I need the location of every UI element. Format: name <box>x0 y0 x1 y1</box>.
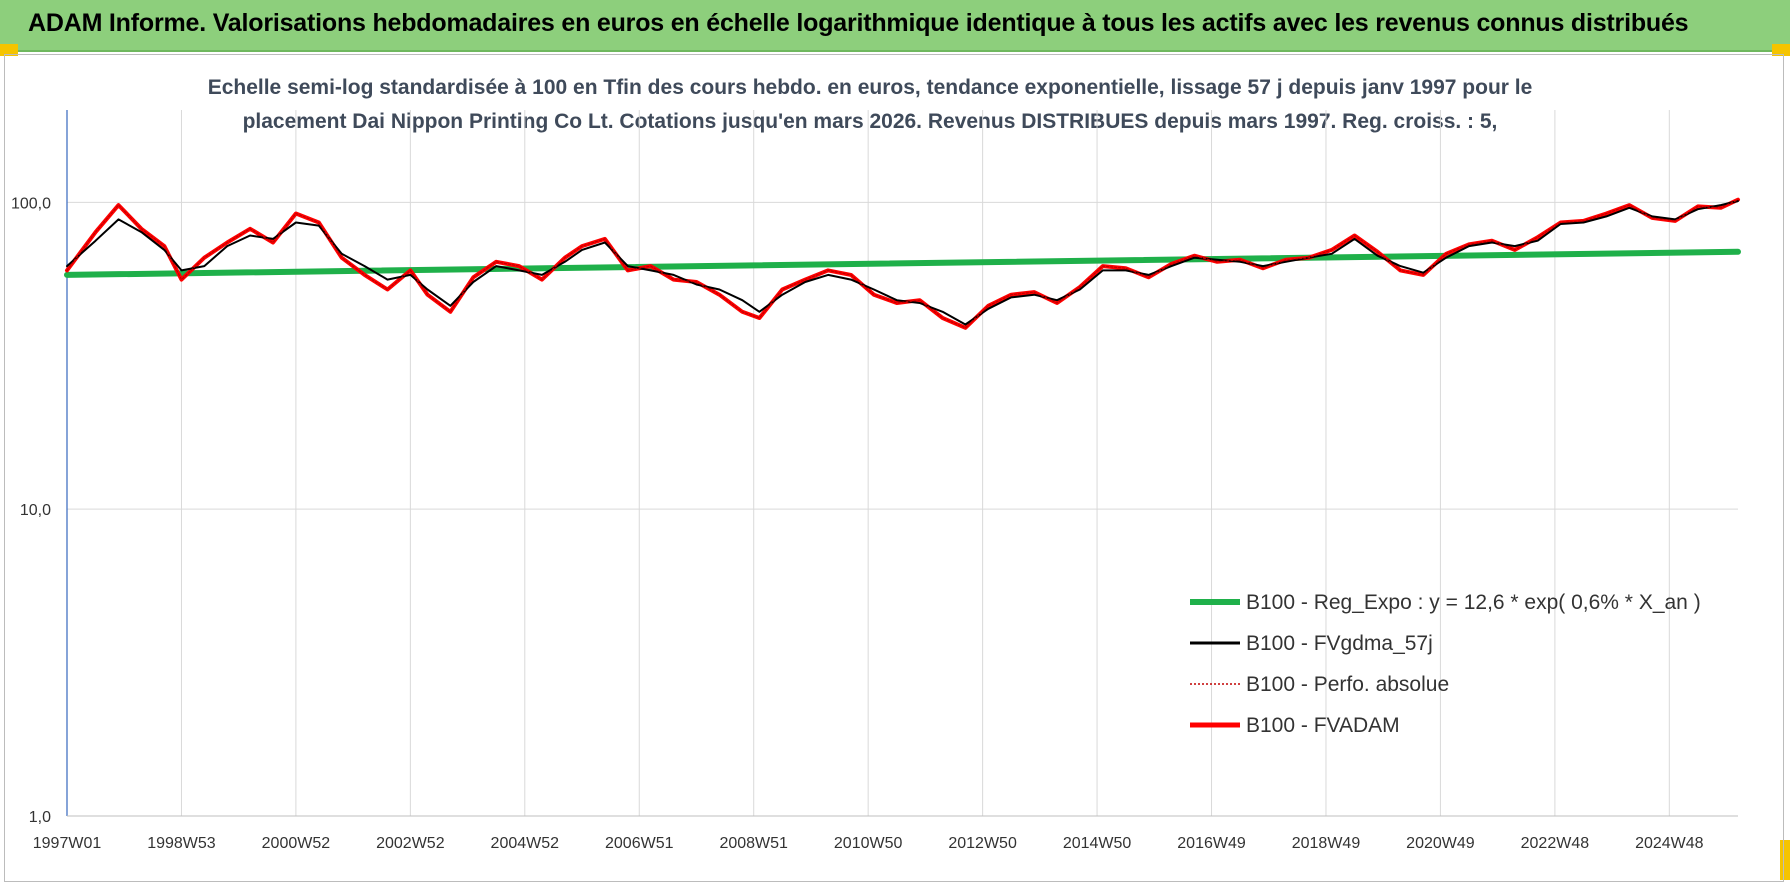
plot-area-frame <box>4 54 1784 882</box>
y-tick-label: 100,0 <box>11 195 51 212</box>
x-tick-label: 2018W49 <box>1292 835 1361 852</box>
series-line-3 <box>66 199 1739 329</box>
x-tick-label: 2022W48 <box>1521 835 1590 852</box>
legend-label: B100 - Reg_Expo : y = 12,6 * exp( 0,6% *… <box>1246 591 1701 614</box>
report-title: ADAM Informe. Valorisations hebdomadaire… <box>28 9 1689 37</box>
x-tick-label: 2014W50 <box>1063 835 1132 852</box>
x-tick-label: 2016W49 <box>1177 835 1246 852</box>
x-tick-label: 2020W49 <box>1406 835 1475 852</box>
x-tick-label: 2024W48 <box>1635 835 1704 852</box>
series-line-2 <box>66 200 1739 326</box>
x-tick-label: 2008W51 <box>719 835 788 852</box>
legend-label: B100 - FVADAM <box>1246 714 1400 737</box>
x-tick-label: 2000W52 <box>262 835 331 852</box>
x-tick-label: 2004W52 <box>491 835 560 852</box>
x-tick-label: 2002W52 <box>376 835 445 852</box>
chart-title-line-1: Echelle semi-log standardisée à 100 en T… <box>207 76 1533 99</box>
legend-label: B100 - FVgdma_57j <box>1246 632 1433 655</box>
corner-mark-top-right <box>1772 44 1790 56</box>
corner-mark-top-left <box>0 44 18 56</box>
series-line-1 <box>64 248 1741 278</box>
x-tick-label: 2010W50 <box>834 835 903 852</box>
legend-label: B100 - Perfo. absolue <box>1246 673 1449 696</box>
report-banner: ADAM Informe. Valorisations hebdomadaire… <box>0 0 1790 52</box>
x-tick-label: 2012W50 <box>948 835 1017 852</box>
y-tick-label: 1,0 <box>29 809 51 826</box>
y-tick-label: 10,0 <box>20 502 51 519</box>
x-tick-label: 1997W01 <box>33 835 102 852</box>
corner-mark-bottom-right <box>1780 840 1790 880</box>
chart-title-line-2: placement Dai Nippon Printing Co Lt. Cot… <box>242 110 1498 133</box>
x-tick-label: 2006W51 <box>605 835 674 852</box>
x-tick-label: 1998W53 <box>147 835 216 852</box>
